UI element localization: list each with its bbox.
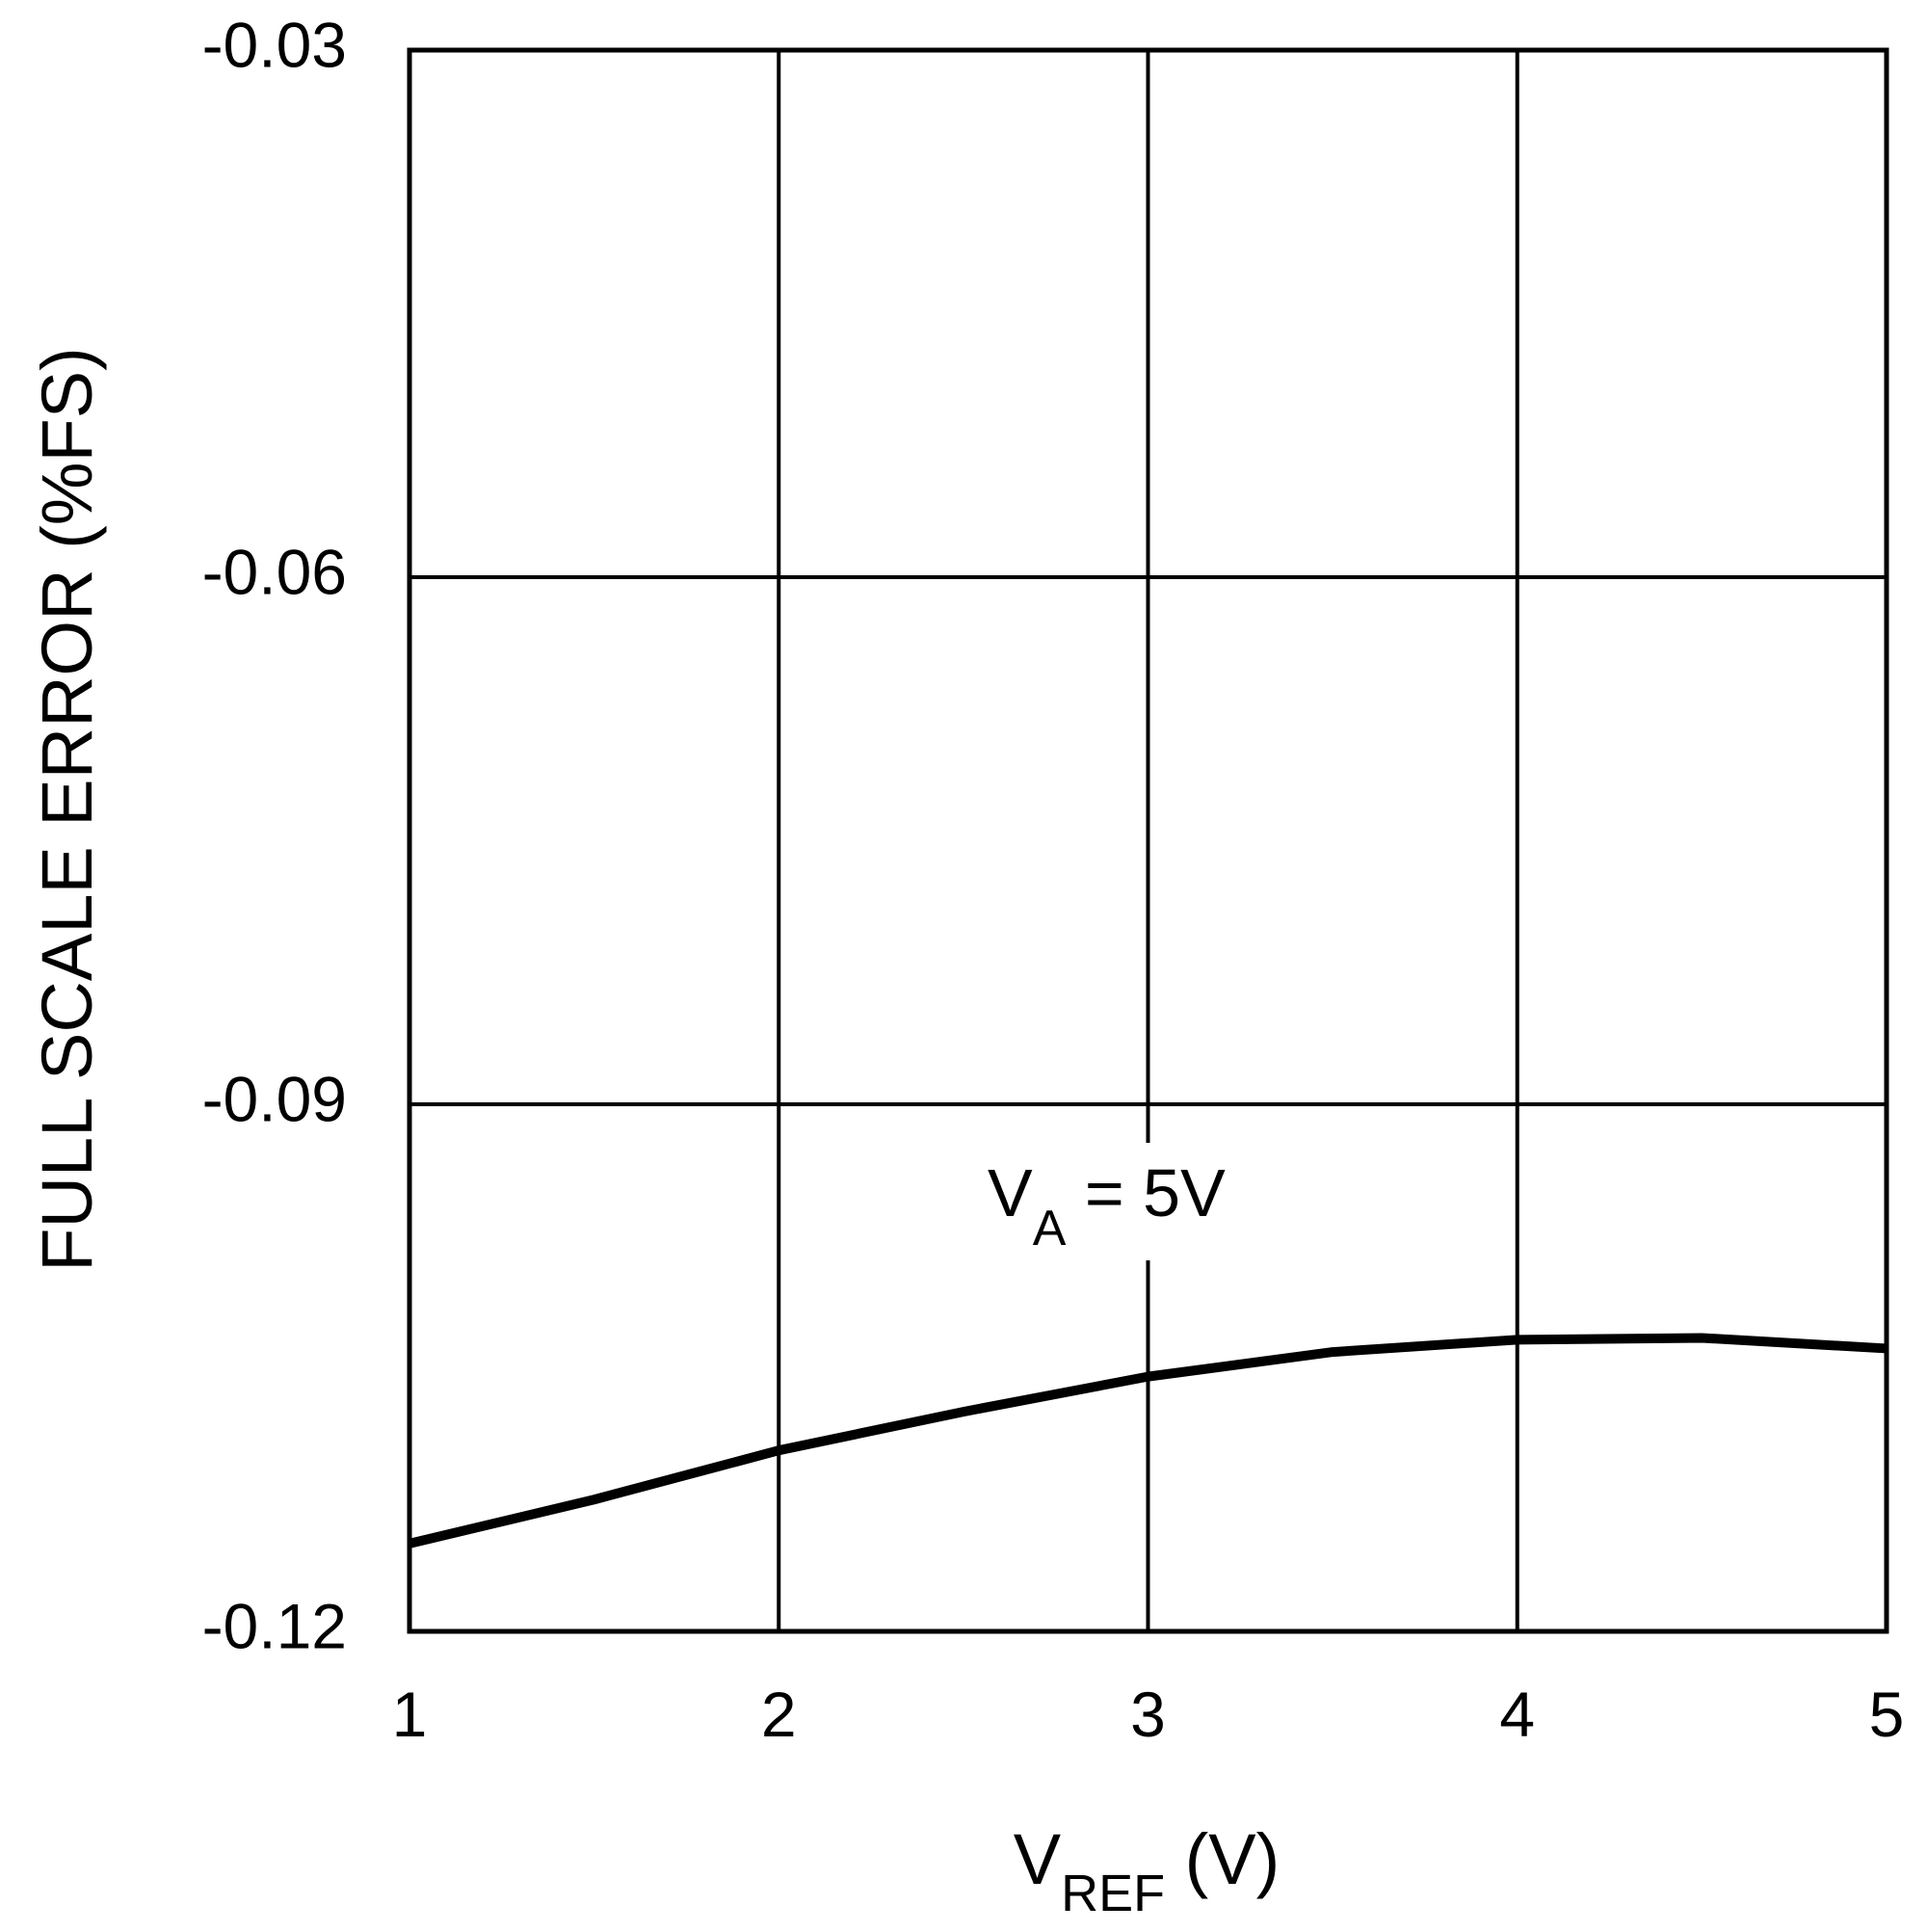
x-axis-label-text: (V) — [1165, 1819, 1280, 1899]
annotation-text: = 5V — [1066, 1155, 1226, 1231]
x-tick-label: 4 — [1499, 1679, 1535, 1750]
x-tick-label: 2 — [761, 1679, 797, 1750]
y-tick-label: -0.09 — [202, 1063, 347, 1134]
y-tick-label: -0.12 — [202, 1590, 347, 1661]
x-tick-label: 5 — [1869, 1679, 1905, 1750]
x-axis-label: VREF (V) — [1014, 1819, 1280, 1922]
annotation: VA = 5V — [988, 1155, 1226, 1257]
x-tick-label: 1 — [392, 1679, 428, 1750]
x-axis-label-text: V — [1014, 1819, 1062, 1899]
y-axis-label: FULL SCALE ERROR (%FS) — [27, 347, 107, 1271]
plot-frame — [407, 47, 1889, 1634]
y-tick-label: -0.06 — [202, 536, 347, 607]
x-tick-label: 3 — [1130, 1679, 1166, 1750]
annotation-background — [973, 1143, 1310, 1260]
annotation-subscript: A — [1033, 1201, 1067, 1257]
annotation-text: V — [988, 1155, 1033, 1231]
x-axis-label-subscript: REF — [1061, 1865, 1165, 1922]
y-tick-label: -0.03 — [202, 9, 347, 80]
data-line — [408, 1333, 1887, 1548]
